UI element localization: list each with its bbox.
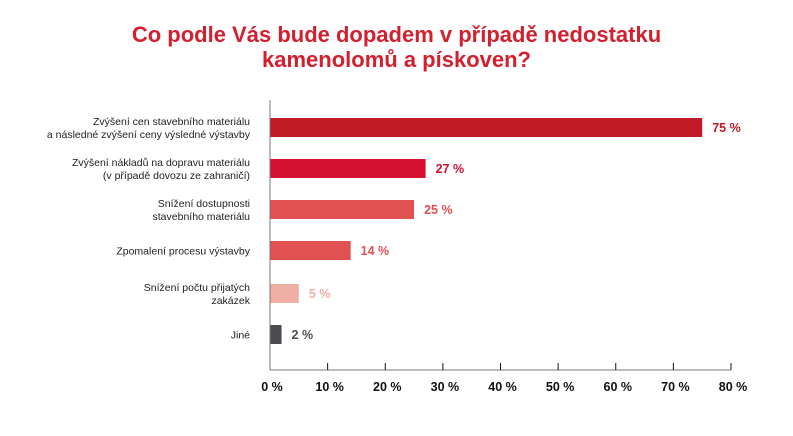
category-label: stavebního materiálu	[153, 211, 251, 223]
bar	[270, 325, 282, 344]
x-tick-label: 80 %	[719, 380, 748, 394]
value-label: 75 %	[712, 121, 741, 135]
chart-title-line-2: kamenolomů a pískoven?	[262, 47, 531, 72]
value-label: 2 %	[292, 328, 314, 342]
category-label: zakázek	[211, 295, 250, 307]
x-tick-label: 60 %	[604, 380, 633, 394]
category-label: Jiné	[231, 330, 250, 342]
x-tick-label: 30 %	[431, 380, 460, 394]
bar	[270, 118, 703, 137]
category-label: (v případě dovozu ze zahraničí)	[103, 170, 250, 182]
category-label: Snížení počtu přijatých	[144, 282, 250, 294]
bar	[270, 284, 299, 303]
value-label: 14 %	[361, 244, 390, 258]
bar	[270, 159, 426, 178]
value-label: 25 %	[424, 203, 453, 217]
chart-title-line-1: Co podle Vás bude dopadem v případě nedo…	[131, 22, 662, 47]
value-label: 27 %	[436, 162, 465, 176]
chart-title: Co podle Vás bude dopadem v případě nedo…	[0, 22, 793, 72]
category-label: Zvýšení cen stavebního materiálu	[93, 116, 250, 128]
bar	[270, 241, 351, 260]
x-tick-label: 50 %	[546, 380, 575, 394]
x-tick-label: 70 %	[661, 380, 690, 394]
x-tick-label: 0 %	[261, 380, 283, 394]
category-label: Snížení dostupnosti	[158, 198, 250, 210]
category-label: a následné zvýšení ceny výsledné výstavb…	[47, 129, 251, 141]
x-tick-label: 10 %	[315, 380, 344, 394]
bar	[270, 200, 415, 219]
x-tick-label: 40 %	[488, 380, 517, 394]
x-tick-label: 20 %	[373, 380, 402, 394]
category-label: Zpomalení procesu výstavby	[116, 246, 250, 258]
value-label: 5 %	[309, 287, 331, 301]
category-label: Zvýšení nákladů na dopravu materiálu	[72, 157, 250, 169]
